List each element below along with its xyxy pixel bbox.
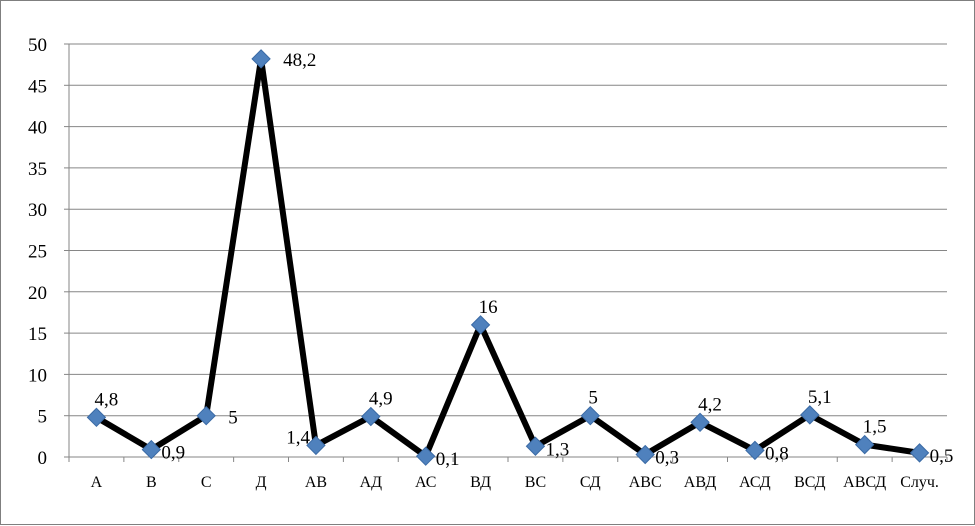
x-tick-label: ВСД [794,474,826,491]
y-tick-label: 0 [38,448,48,469]
x-tick-label: АСД [739,474,771,491]
gridlines [69,43,947,417]
data-label: 0,3 [655,448,679,469]
data-label: 4,9 [369,389,393,410]
data-label: 0,1 [436,449,460,470]
series-line-path [93,55,923,460]
x-tick-label: ВД [470,474,491,491]
y-tick-label: 20 [28,283,47,304]
data-point [909,443,930,463]
x-tick-label: АД [360,474,383,491]
y-tick-labels: 0 5 10 15 20 25 30 35 40 45 50 [28,35,47,469]
data-label: 48,2 [283,50,316,71]
data-point [470,315,491,335]
y-tick-label: 5 [38,407,48,428]
data-point [196,405,216,426]
data-point [580,405,601,426]
y-tick-label: 10 [28,365,47,386]
y-tick-label: 40 [28,118,47,139]
data-point [800,405,820,425]
x-tick-label: АВС [629,474,662,491]
y-tick-label: 50 [28,35,47,56]
x-tick-label: А [91,474,103,491]
data-point [854,434,875,455]
data-label: 4,2 [698,394,722,415]
data-label: 5 [588,388,598,409]
data-label: 5 [228,408,238,429]
series-line [93,55,923,460]
data-point [635,444,655,465]
data-label: 1,4 [286,427,310,448]
x-tick-labels: А В С Д АВ АД АС ВД ВС СД АВС АВД АСД ВСД АВСД Случ. [91,474,939,491]
x-tick-label: АС [415,474,436,491]
data-point [745,440,765,461]
x-tick-label: В [146,474,157,491]
data-label: 16 [479,297,498,318]
data-label: 1,3 [545,439,569,460]
data-point [525,436,546,456]
data-label: 4,8 [94,389,118,410]
data-point [361,406,381,427]
x-tick-label: Д [256,474,267,491]
x-tick-label: Случ. [900,474,939,491]
x-tick-label: С [201,474,212,491]
y-tick-label: 45 [28,76,47,97]
data-label: 0,5 [930,446,954,467]
axes [64,43,948,462]
x-tick-label: ВС [525,474,546,491]
y-tick-label: 25 [28,242,47,263]
data-point [415,446,436,466]
data-markers [86,49,930,466]
data-label: 1,5 [863,417,887,438]
data-point [86,407,107,428]
data-point [141,439,162,460]
data-label: 5,1 [808,387,832,408]
data-labels: 4,8 0,9 5 48,2 1,4 4,9 0,1 16 1,3 5 0,3 4,2 0,8 5,1 1,… [94,50,953,470]
y-tick-label: 15 [28,324,47,345]
y-tick-label: 35 [28,159,47,180]
x-tick-label: СД [580,474,601,491]
data-label: 0,9 [161,443,185,464]
x-tick-label: АВД [684,474,717,491]
x-tick-label: АВСД [843,474,886,491]
data-point [690,412,710,433]
data-point [251,49,271,69]
y-tick-label: 30 [28,200,47,221]
x-tick-label: АВ [305,474,327,491]
data-point [306,435,326,456]
data-label: 0,8 [765,443,789,464]
